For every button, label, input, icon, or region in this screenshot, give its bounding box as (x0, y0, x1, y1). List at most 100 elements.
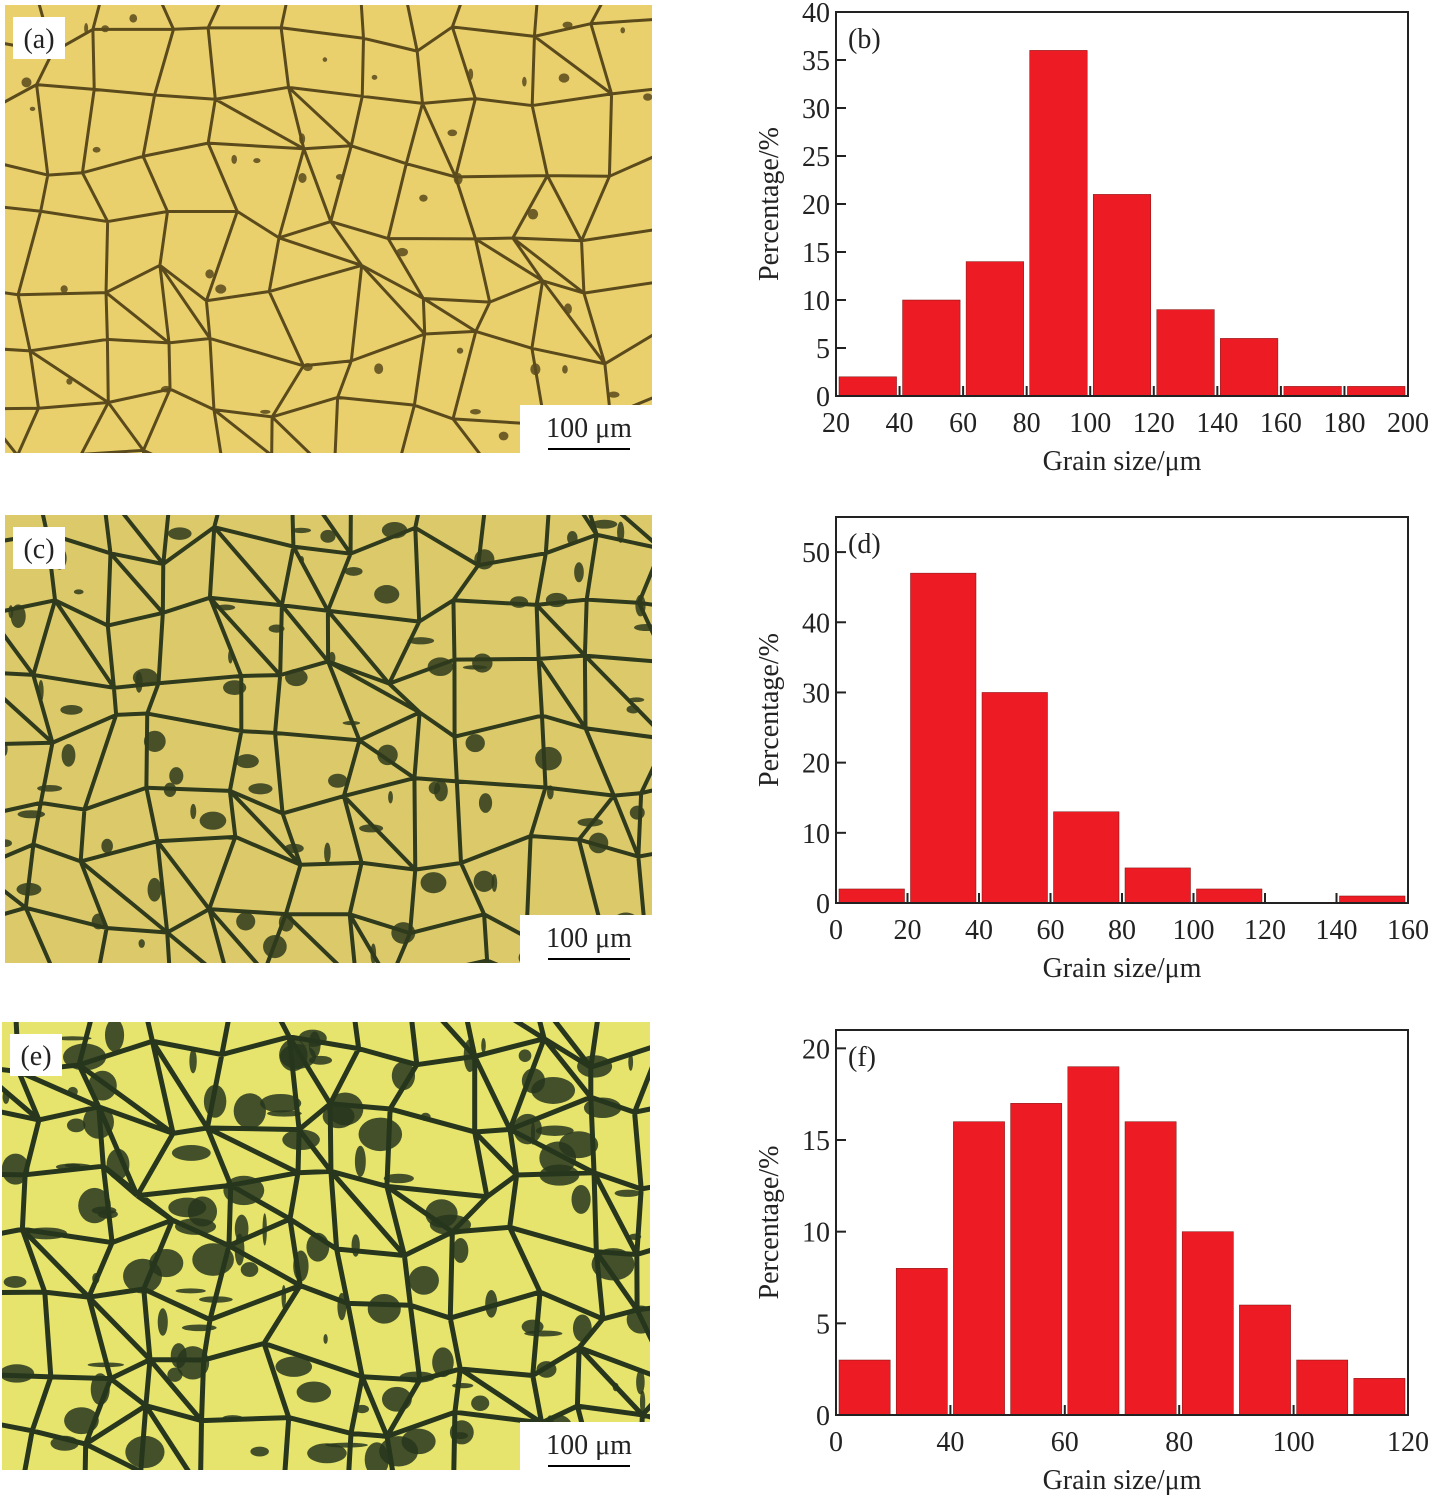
x-tick-label: 160 (1387, 915, 1429, 946)
inclusion (371, 74, 378, 80)
inclusion (481, 1038, 486, 1054)
bar (1196, 888, 1263, 904)
inclusion (215, 284, 227, 294)
inclusion (530, 363, 541, 376)
inclusion (163, 782, 177, 798)
inclusion (302, 363, 313, 372)
inclusion (591, 519, 618, 529)
inclusion (407, 637, 435, 645)
inclusion (432, 1347, 454, 1378)
inclusion (171, 1145, 211, 1161)
x-tick-label: 80 (1165, 1427, 1193, 1458)
inclusion (53, 1036, 92, 1041)
inclusion (3, 1276, 27, 1288)
inclusion (132, 668, 158, 687)
inclusion (215, 604, 236, 611)
inclusion (628, 697, 645, 703)
inclusion (471, 1395, 490, 1411)
inclusion (521, 1319, 544, 1334)
inclusion (583, 1097, 622, 1119)
inclusion (491, 873, 498, 892)
y-tick-label: 15 (802, 1126, 830, 1157)
inclusion (160, 385, 172, 393)
inclusion (240, 1262, 259, 1277)
inclusion (427, 657, 453, 677)
x-tick-label: 120 (1244, 915, 1286, 946)
inclusion (16, 882, 42, 896)
inclusion (323, 1334, 328, 1344)
inclusion (167, 527, 192, 540)
y-tick-label: 40 (802, 608, 830, 639)
inclusion (328, 773, 348, 788)
micrograph-bg (5, 5, 652, 453)
inclusion (558, 73, 570, 83)
inclusion (620, 27, 626, 34)
bar (1296, 1359, 1349, 1416)
inclusion (101, 838, 113, 854)
scale-box (520, 405, 652, 453)
inclusion (73, 589, 84, 595)
inclusion (452, 1432, 468, 1440)
inclusion (67, 1086, 78, 1097)
inclusion (90, 1373, 110, 1406)
inclusion (388, 791, 393, 804)
inclusion (428, 781, 441, 795)
inclusion (275, 1356, 313, 1377)
y-tick-label: 0 (816, 382, 830, 413)
scale-box (520, 1422, 650, 1470)
grain-boundaries (5, 5, 652, 453)
inclusion (337, 1292, 347, 1321)
inclusion (279, 1044, 317, 1069)
inclusion (545, 592, 568, 608)
bar (1339, 895, 1406, 904)
x-tick-label: 160 (1260, 408, 1302, 439)
micrograph (2, 1022, 650, 1470)
inclusion (546, 785, 554, 800)
inclusion (636, 1369, 645, 1395)
inclusion (106, 1148, 130, 1180)
x-tick-label: 0 (829, 915, 843, 946)
y-tick-label: 10 (802, 1218, 830, 1249)
inclusion (17, 810, 46, 819)
inclusion (377, 744, 398, 766)
inclusion (260, 409, 271, 414)
inclusion (234, 1233, 245, 1266)
x-tick-label: 120 (1133, 408, 1175, 439)
inclusion (374, 585, 400, 604)
inclusion (328, 651, 336, 664)
x-tick-label: 140 (1196, 408, 1238, 439)
scale-bar-label: 100 μm (546, 1430, 632, 1461)
inclusion (383, 1173, 414, 1184)
inclusion (125, 1435, 165, 1469)
inclusion (535, 1125, 574, 1136)
x-tick-label: 40 (886, 408, 914, 439)
inclusion (104, 1022, 125, 1052)
inclusion (83, 1105, 114, 1139)
inclusion (419, 194, 428, 202)
inclusion (639, 1390, 646, 1414)
bar (953, 1121, 1005, 1416)
inclusion (147, 877, 162, 902)
inclusion (465, 734, 485, 753)
inclusion (408, 1266, 439, 1295)
inclusion (5, 742, 8, 756)
inclusion (463, 1038, 477, 1072)
x-tick-label: 20 (894, 915, 922, 946)
inclusion (359, 824, 384, 833)
inclusion (485, 1290, 498, 1318)
inclusion (298, 172, 307, 183)
inclusion (248, 783, 273, 795)
inclusion (284, 843, 304, 854)
inclusion (55, 1163, 93, 1171)
inclusion (66, 1118, 86, 1133)
inclusion (203, 1084, 227, 1118)
inclusion (322, 57, 328, 62)
inclusion (510, 596, 529, 608)
label-box (13, 17, 65, 59)
y-tick-label: 40 (802, 0, 830, 29)
inclusion (2, 1089, 10, 1104)
inclusion (391, 922, 416, 944)
x-tick-label: 80 (1013, 408, 1041, 439)
x-tick-label: 60 (949, 408, 977, 439)
